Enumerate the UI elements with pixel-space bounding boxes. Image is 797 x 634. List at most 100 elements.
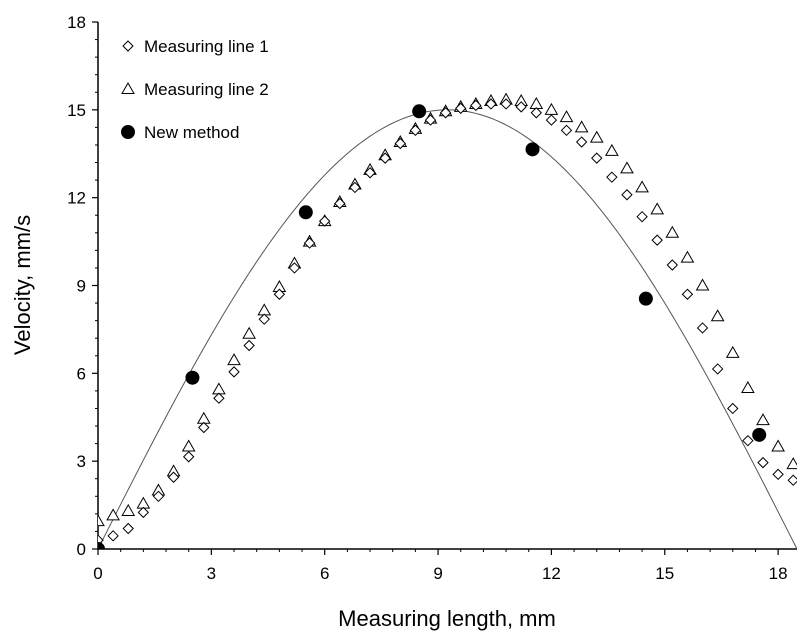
line1-point bbox=[364, 167, 376, 179]
x-tick-label: 6 bbox=[320, 564, 329, 583]
line1-point bbox=[787, 474, 797, 486]
line1-point bbox=[152, 490, 165, 503]
line1-point bbox=[711, 363, 724, 375]
line2-point bbox=[680, 250, 695, 263]
line1-point bbox=[409, 124, 422, 137]
line2-point bbox=[212, 382, 226, 395]
line2-point bbox=[106, 508, 120, 521]
legend-marker-diamond-open bbox=[122, 40, 134, 52]
line1-point bbox=[167, 471, 180, 483]
line1-point bbox=[470, 99, 482, 112]
line1-point bbox=[651, 234, 663, 246]
line1-point bbox=[107, 530, 119, 542]
x-axis-title: Measuring length, mm bbox=[338, 606, 556, 631]
y-tick-label: 6 bbox=[77, 364, 86, 383]
fitted-curve-layer bbox=[98, 109, 797, 549]
y-tick-label: 18 bbox=[67, 13, 86, 32]
new-method-point bbox=[298, 205, 313, 220]
legend-label: Measuring line 1 bbox=[144, 37, 269, 56]
line1-point bbox=[379, 152, 391, 164]
line1-point bbox=[485, 98, 497, 110]
y-tick-label: 9 bbox=[77, 277, 86, 296]
line1-point bbox=[757, 456, 769, 469]
line1-point bbox=[213, 392, 225, 404]
line2-point bbox=[559, 110, 574, 123]
line2-point bbox=[574, 120, 589, 133]
line2-point bbox=[771, 439, 785, 452]
line1-point bbox=[545, 114, 558, 126]
line1-point bbox=[394, 137, 406, 150]
line1-point bbox=[696, 322, 709, 334]
y-tick-label: 0 bbox=[77, 540, 86, 559]
line1-point bbox=[636, 210, 648, 223]
line2-point bbox=[121, 503, 136, 516]
line1-point bbox=[182, 451, 195, 463]
fitted-curve-line bbox=[98, 109, 797, 549]
line1-point bbox=[318, 215, 331, 227]
line2-point bbox=[181, 439, 196, 452]
x-tick-label: 15 bbox=[655, 564, 674, 583]
series-triangle-open bbox=[98, 92, 797, 527]
line1-point bbox=[455, 102, 467, 115]
line1-point bbox=[772, 468, 784, 481]
axis-ticks: 0 3 6 9 12 15 18 0 3 6 9 12 15 18 bbox=[67, 13, 787, 583]
line2-point bbox=[227, 353, 241, 366]
series-diamond-open bbox=[98, 98, 797, 546]
line1-point bbox=[500, 98, 512, 110]
x-tick-label: 12 bbox=[542, 564, 561, 583]
line1-point bbox=[334, 197, 346, 210]
legend: Measuring line 1 Measuring line 2 New meth… bbox=[121, 37, 269, 142]
line2-point bbox=[725, 345, 740, 358]
line1-point bbox=[742, 434, 754, 447]
line1-point bbox=[666, 259, 679, 271]
line2-point bbox=[786, 457, 797, 470]
line1-point bbox=[243, 339, 255, 352]
new-method-point bbox=[638, 291, 653, 306]
line1-point bbox=[288, 262, 301, 274]
line2-point bbox=[589, 130, 604, 143]
new-method-point bbox=[98, 542, 105, 549]
line1-point bbox=[122, 522, 134, 535]
plot-area: 0 3 6 9 12 15 18 0 3 6 9 12 15 18 bbox=[67, 13, 797, 583]
line1-point bbox=[424, 114, 437, 126]
y-tick-label: 12 bbox=[67, 189, 86, 208]
series-circle-filled bbox=[98, 104, 767, 549]
line1-point bbox=[606, 171, 618, 183]
legend-marker-triangle-open bbox=[121, 81, 135, 94]
legend-label: New method bbox=[144, 123, 239, 142]
line2-point bbox=[756, 413, 770, 426]
line2-point bbox=[695, 278, 710, 291]
new-method-point bbox=[752, 427, 767, 442]
line1-point bbox=[515, 101, 527, 113]
line2-point bbox=[196, 411, 211, 424]
line2-point bbox=[620, 161, 634, 174]
y-axis-title: Velocity, mm/s bbox=[10, 215, 35, 355]
line2-point bbox=[650, 202, 665, 215]
line1-point bbox=[439, 107, 452, 119]
x-tick-label: 9 bbox=[433, 564, 442, 583]
line2-point bbox=[604, 143, 619, 156]
line2-point bbox=[635, 180, 649, 193]
line1-point bbox=[560, 124, 573, 137]
legend-marker-circle-filled bbox=[121, 125, 135, 139]
line1-point bbox=[575, 136, 588, 148]
line2-point bbox=[544, 102, 559, 115]
line1-point bbox=[273, 288, 286, 300]
line1-point bbox=[349, 181, 361, 194]
new-method-point bbox=[185, 370, 200, 385]
line2-point bbox=[257, 303, 272, 316]
data-markers bbox=[98, 92, 797, 549]
line2-point bbox=[741, 380, 755, 393]
line1-point bbox=[727, 402, 739, 415]
line1-point bbox=[303, 237, 316, 249]
line2-point bbox=[98, 514, 105, 527]
line1-point bbox=[621, 189, 633, 201]
new-method-point bbox=[525, 142, 540, 157]
x-tick-label: 0 bbox=[93, 564, 102, 583]
line2-point bbox=[710, 309, 725, 322]
y-tick-label: 3 bbox=[77, 452, 86, 471]
line1-point bbox=[258, 313, 270, 325]
line2-point bbox=[665, 225, 680, 238]
line2-point bbox=[242, 326, 256, 339]
